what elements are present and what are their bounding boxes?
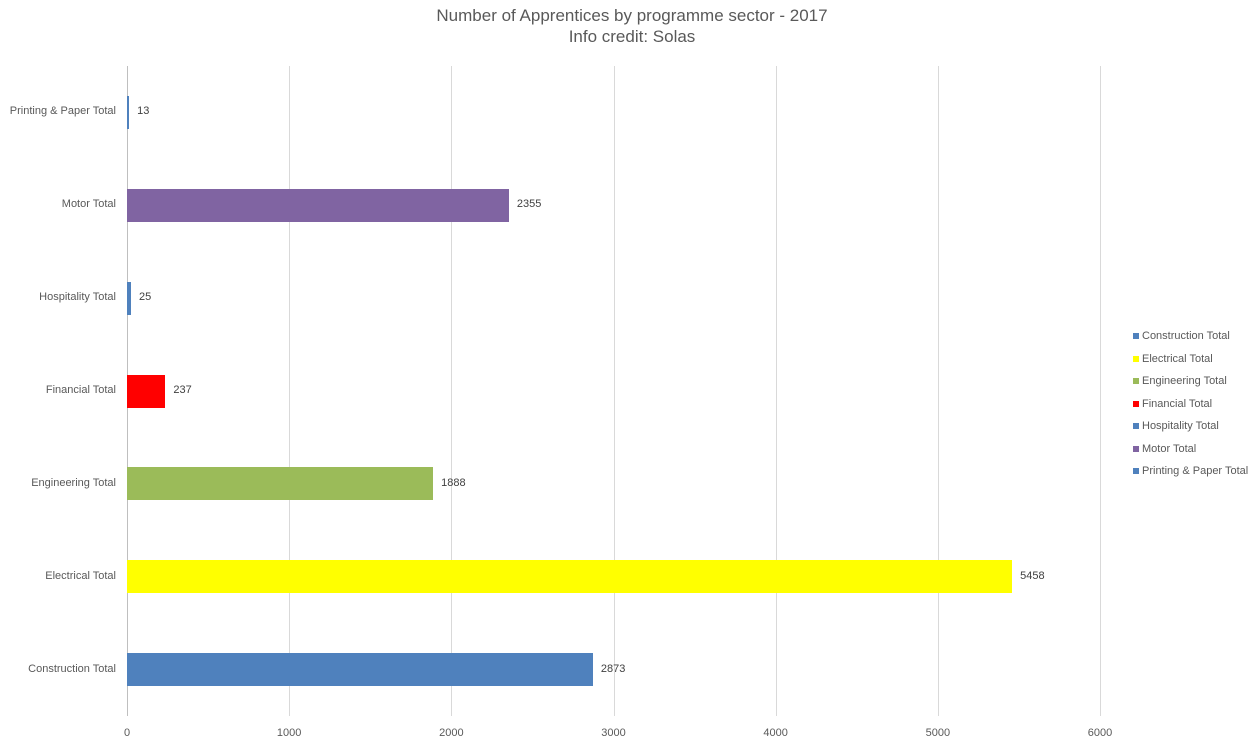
x-tick-label: 2000	[439, 727, 464, 739]
x-tick-label: 1000	[276, 727, 302, 739]
data-label: 2873	[600, 662, 626, 675]
x-tick-label: 6000	[1087, 727, 1113, 739]
category-label: Financial Total	[45, 384, 116, 396]
legend-label: Construction Total	[1142, 330, 1230, 343]
category-label: Engineering Total	[31, 476, 116, 489]
data-label: 25	[139, 291, 152, 304]
bar-printing-paper-total	[127, 95, 130, 129]
x-tick-label: 0	[123, 727, 131, 739]
gridline	[775, 66, 777, 716]
data-label: 1888	[441, 476, 466, 489]
legend-swatch-icon	[1133, 423, 1139, 430]
gridline	[451, 66, 453, 716]
legend-item: Hospitality Total	[1133, 415, 1248, 438]
data-label: 13	[137, 105, 150, 118]
plot-area: 2873 5458 1888 237 25 2355 13	[127, 66, 1101, 716]
chart-subtitle: Info credit: Solas	[568, 27, 696, 46]
category-label: Electrical Total	[45, 569, 116, 582]
data-label: 2355	[516, 198, 542, 211]
chart-title-main: Number of Apprentices by programme secto…	[436, 6, 828, 25]
category-label: Motor Total	[61, 198, 116, 211]
x-tick-label: 3000	[601, 727, 626, 739]
legend-swatch-icon	[1133, 468, 1139, 475]
gridline	[1100, 66, 1101, 716]
legend-label: Financial Total	[1142, 397, 1213, 410]
legend-swatch-icon	[1133, 445, 1139, 452]
data-label: 5458	[1020, 569, 1045, 582]
bar-construction-total	[127, 653, 593, 687]
legend-item: Electrical Total	[1133, 348, 1248, 371]
data-label: 237	[173, 384, 192, 396]
chart-title: Number of Apprentices by programme secto…	[0, 5, 1255, 47]
legend-label: Electrical Total	[1142, 352, 1213, 365]
gridline	[937, 66, 939, 716]
gridline	[613, 66, 615, 716]
legend-item: Financial Total	[1133, 393, 1248, 416]
x-tick-label: 5000	[925, 727, 951, 739]
bar-engineering-total	[127, 467, 434, 501]
legend-swatch-icon	[1133, 333, 1139, 340]
category-label: Hospitality Total	[39, 291, 116, 304]
category-label: Construction Total	[28, 662, 116, 675]
legend-item: Engineering Total	[1133, 370, 1248, 393]
gridline	[289, 66, 291, 716]
bar-financial-total	[127, 374, 166, 408]
x-tick-label: 4000	[763, 727, 788, 739]
category-label: Printing & Paper Total	[9, 105, 116, 118]
bar-hospitality-total	[127, 281, 132, 315]
legend-swatch-icon	[1133, 355, 1139, 362]
legend-label: Printing & Paper Total	[1142, 465, 1249, 478]
legend-label: Motor Total	[1142, 442, 1197, 455]
legend-item: Motor Total	[1133, 438, 1248, 461]
legend-item: Printing & Paper Total	[1133, 460, 1248, 483]
bar-motor-total	[127, 188, 509, 222]
legend-label: Engineering Total	[1142, 375, 1227, 388]
legend-swatch-icon	[1133, 400, 1139, 407]
bar-electrical-total	[127, 560, 1013, 594]
legend: Construction Total Electrical Total Engine…	[1133, 325, 1248, 483]
legend-label: Hospitality Total	[1142, 420, 1219, 433]
legend-item: Construction Total	[1133, 325, 1248, 348]
legend-swatch-icon	[1133, 378, 1139, 385]
